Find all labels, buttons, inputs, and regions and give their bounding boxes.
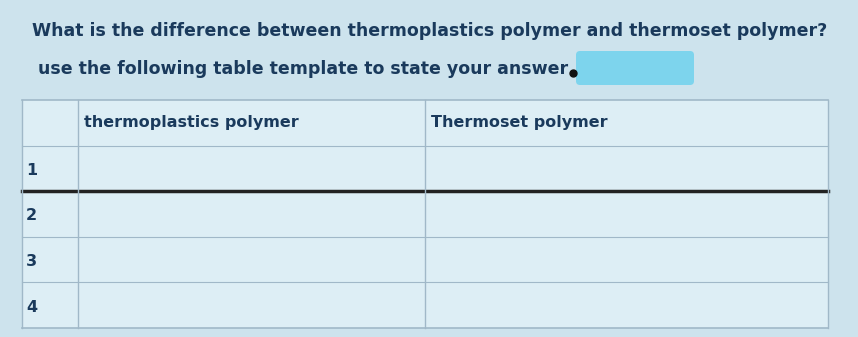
Text: 3: 3 <box>26 254 37 269</box>
Text: 1: 1 <box>26 163 37 178</box>
Bar <box>22 100 828 328</box>
Text: thermoplastics polymer: thermoplastics polymer <box>84 115 299 130</box>
Text: Thermoset polymer: Thermoset polymer <box>431 115 607 130</box>
Text: What is the difference between thermoplastics polymer and thermoset polymer?: What is the difference between thermopla… <box>33 22 828 40</box>
Text: use the following table template to state your answer: use the following table template to stat… <box>38 60 568 78</box>
FancyBboxPatch shape <box>576 51 694 85</box>
Text: 2: 2 <box>26 209 37 223</box>
Text: 4: 4 <box>26 300 37 315</box>
